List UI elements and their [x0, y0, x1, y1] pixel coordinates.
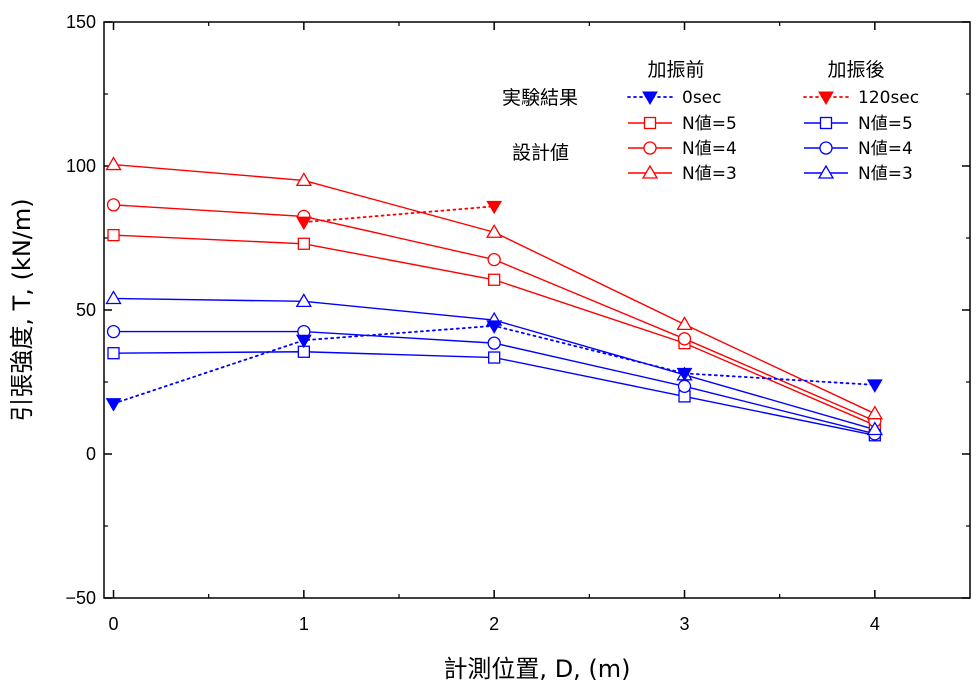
y-axis-label: 引張強度, T, (kN/m): [8, 198, 36, 421]
data-point: [107, 347, 120, 360]
legend-label: 0sec: [682, 88, 721, 108]
x-tick-label: 2: [489, 614, 499, 634]
data-point: [105, 156, 122, 171]
data-point: [487, 252, 501, 267]
data-point: [677, 332, 692, 346]
x-tick-label: 0: [109, 614, 119, 634]
data-point: [105, 290, 122, 305]
y-tick-label: 0: [86, 444, 96, 464]
y-tick-label: 150: [66, 12, 96, 32]
data-point: [677, 379, 692, 393]
legend-label: N値=5: [682, 114, 737, 134]
data-point: [866, 421, 883, 436]
data-point: [106, 324, 121, 339]
data-point: [107, 228, 120, 242]
legend-col-header: 加振前: [647, 59, 704, 81]
y-tick-label: 100: [66, 156, 96, 176]
data-point: [486, 223, 503, 238]
legend-marker: [818, 91, 834, 105]
data-point: [487, 336, 501, 350]
data-point: [488, 351, 501, 364]
data-point: [295, 216, 312, 231]
data-point: [106, 198, 121, 212]
series-line: [113, 351, 875, 436]
legend-label: N値=4: [858, 139, 913, 159]
legend-label: N値=4: [682, 139, 737, 159]
x-tick-label: 3: [679, 614, 689, 634]
y-tick-label: 50: [76, 300, 96, 320]
legend-label: N値=3: [682, 164, 737, 184]
data-point: [295, 172, 312, 187]
legend-row-header: 実験結果: [502, 87, 578, 109]
legend-marker: [819, 116, 833, 130]
legend-label: N値=3: [858, 164, 913, 184]
legend-marker: [817, 164, 835, 179]
data-point: [676, 367, 693, 382]
legend-marker: [819, 141, 833, 155]
legend-row-header: 設計値: [512, 142, 569, 164]
legend-label: 120sec: [858, 88, 919, 108]
data-point: [486, 200, 503, 215]
x-tick-label: 4: [870, 614, 880, 634]
data-point: [105, 398, 122, 412]
legend-marker: [643, 116, 657, 130]
data-point: [866, 405, 883, 420]
y-tick-label: −50: [65, 588, 96, 608]
axes: −50 0 50 100 150 0 1 2 3 4: [65, 12, 970, 634]
series-markers: [105, 156, 883, 442]
legend-marker: [643, 141, 657, 155]
data-point: [866, 379, 883, 393]
x-tick-label: 1: [299, 614, 309, 634]
legend-label: N値=5: [858, 114, 913, 134]
data-point: [297, 237, 310, 250]
legend-col-header: 加振後: [827, 59, 884, 81]
legend-marker: [642, 91, 658, 105]
data-point: [295, 293, 312, 308]
x-axis-label: 計測位置, D, (m): [443, 655, 630, 683]
data-point: [676, 316, 693, 331]
data-point: [295, 334, 312, 349]
series-line: [302, 205, 496, 224]
data-point: [488, 273, 501, 286]
legend-marker: [641, 164, 659, 179]
data-point: [486, 320, 503, 334]
